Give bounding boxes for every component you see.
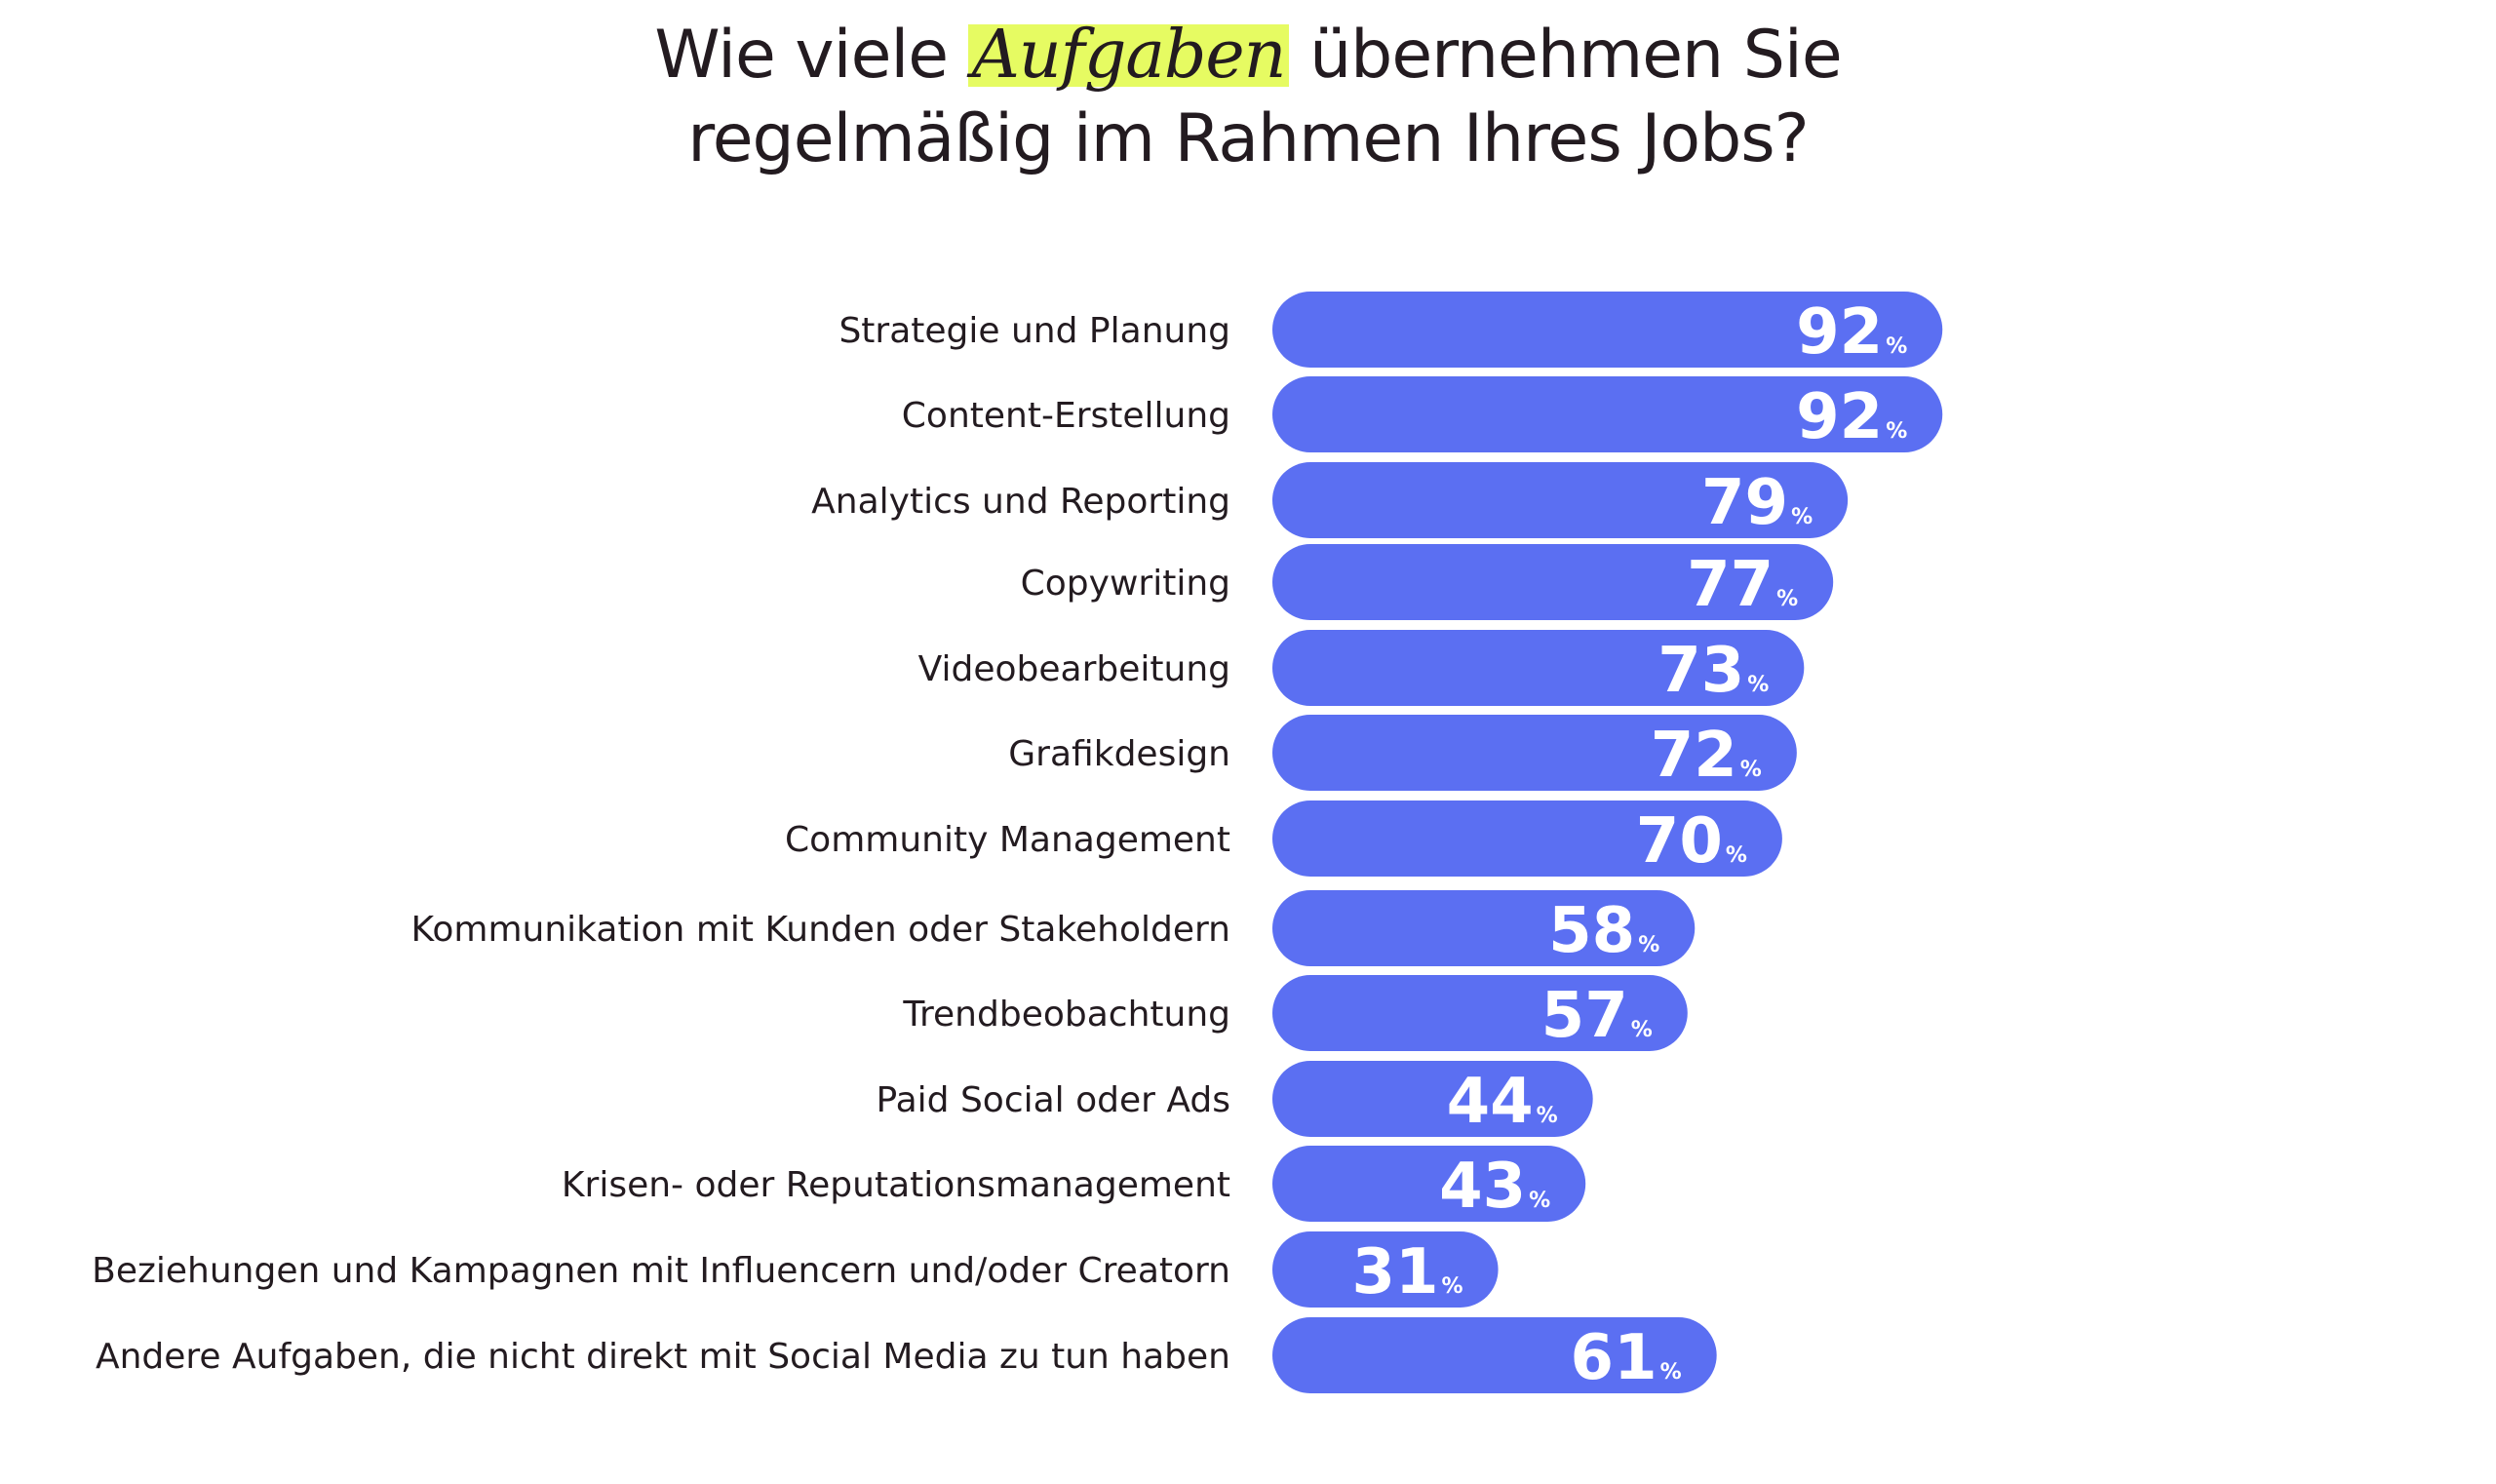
category-label: Beziehungen und Kampagnen mit Influencer… — [92, 1251, 1230, 1291]
value-label: 31% — [1351, 1236, 1462, 1308]
value-label: 79% — [1701, 467, 1813, 539]
value-label: 72% — [1651, 720, 1762, 792]
chart-title: Wie viele Aufgaben übernehmen Sie regelm… — [0, 14, 2496, 181]
category-label: Videobearbeitung — [918, 649, 1230, 689]
value-label: 77% — [1687, 549, 1798, 621]
value-percent-sign: % — [1726, 843, 1747, 868]
value-percent-sign: % — [1660, 1360, 1682, 1385]
category-label: Content-Erstellung — [902, 396, 1230, 436]
value-number: 92 — [1796, 296, 1883, 369]
value-percent-sign: % — [1529, 1189, 1550, 1213]
bar — [1272, 801, 1782, 877]
bar — [1272, 630, 1805, 706]
value-number: 79 — [1701, 467, 1788, 539]
value-percent-sign: % — [1776, 587, 1798, 611]
bar — [1272, 1146, 1586, 1222]
category-label: Krisen- oder Reputationsmanagement — [562, 1165, 1230, 1205]
bar — [1272, 376, 1943, 452]
bar — [1272, 890, 1696, 966]
category-label: Paid Social oder Ads — [877, 1080, 1231, 1120]
category-label: Analytics und Reporting — [811, 482, 1230, 522]
value-number: 44 — [1447, 1066, 1534, 1138]
bar-group: Strategie und Planung 92 % Content-Erstellu… — [92, 292, 1943, 1394]
value-label: 92% — [1796, 296, 1907, 369]
value-number: 70 — [1636, 805, 1723, 878]
bar — [1272, 715, 1797, 791]
category-label: Strategie und Planung — [838, 311, 1230, 351]
category-label: Trendbeobachtung — [902, 995, 1230, 1035]
bar — [1272, 1231, 1499, 1308]
bar — [1272, 975, 1688, 1051]
category-label: Community Management — [785, 820, 1230, 860]
value-percent-sign: % — [1886, 419, 1907, 444]
value-label: 43% — [1439, 1151, 1550, 1223]
category-label: Grafikdesign — [1008, 734, 1230, 774]
value-number: 43 — [1439, 1151, 1526, 1223]
bar — [1272, 544, 1834, 620]
value-label: 58% — [1548, 895, 1659, 967]
value-label: 70% — [1636, 805, 1747, 878]
value-number: 57 — [1541, 980, 1628, 1052]
value-label: 57% — [1541, 980, 1653, 1052]
category-label: Kommunikation mit Kunden oder Stakeholde… — [411, 910, 1230, 950]
bar — [1272, 1061, 1593, 1137]
value-number: 77 — [1687, 549, 1774, 621]
value-percent-sign: % — [1791, 505, 1813, 529]
value-percent-sign: % — [1638, 933, 1659, 957]
value-label: 73% — [1658, 635, 1769, 707]
value-percent-sign: % — [1886, 334, 1907, 359]
value-number: 73 — [1658, 635, 1744, 707]
bar — [1272, 1317, 1717, 1393]
title-text-before: Wie viele — [654, 17, 968, 94]
value-percent-sign: % — [1747, 673, 1769, 697]
value-percent-sign: % — [1537, 1104, 1558, 1128]
category-label: Andere Aufgaben, die nicht direkt mit So… — [96, 1337, 1230, 1377]
value-label: 92% — [1796, 381, 1907, 453]
value-percent-sign: % — [1442, 1274, 1463, 1299]
value-number: 92 — [1796, 381, 1883, 453]
bar — [1272, 462, 1849, 538]
value-number: 72 — [1651, 720, 1737, 792]
value-label: 61% — [1571, 1322, 1682, 1394]
value-number: 58 — [1548, 895, 1635, 967]
title-highlight-word: Aufgaben — [967, 22, 1290, 89]
value-number: 31 — [1351, 1236, 1438, 1308]
value-percent-sign: % — [1740, 758, 1762, 782]
category-label: Copywriting — [1021, 564, 1230, 604]
value-number: 61 — [1571, 1322, 1658, 1394]
value-percent-sign: % — [1631, 1018, 1653, 1042]
value-label: 44% — [1447, 1066, 1558, 1138]
chart-title-line-2: regelmäßig im Rahmen Ihres Jobs? — [687, 100, 1810, 177]
bar — [1272, 292, 1943, 368]
chart-title-line-1: Wie viele Aufgaben übernehmen Sie — [0, 14, 2496, 98]
title-text-after: übernehmen Sie — [1289, 17, 1843, 94]
